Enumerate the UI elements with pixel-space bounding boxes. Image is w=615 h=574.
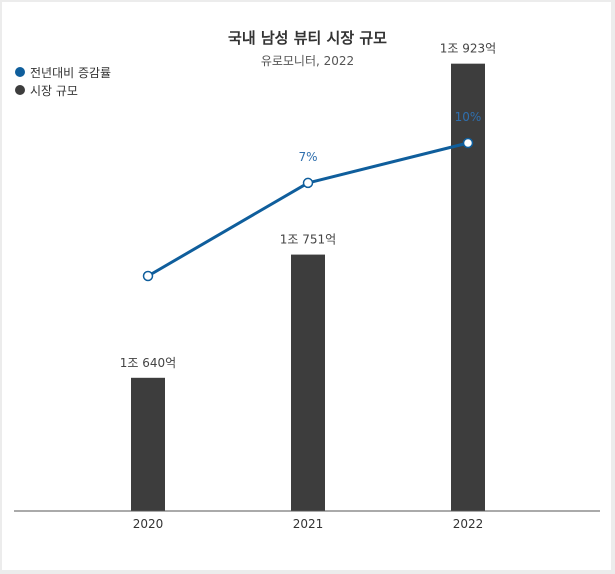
x-tick-label-2022: 2022 [453, 517, 484, 531]
bar-2021 [291, 254, 325, 511]
chart-title: 국내 남성 뷰티 시장 규모 [228, 29, 387, 47]
x-tick-label-2020: 2020 [133, 517, 164, 531]
bar-2020 [131, 377, 165, 511]
growth-label-2022: 10% [455, 110, 482, 124]
chart-subtitle: 유로모니터, 2022 [260, 54, 355, 68]
chart-legend: 전년대비 증감률 시장 규모 [15, 63, 111, 99]
growth-label-2021: 7% [298, 150, 317, 164]
legend-label-growth-rate: 전년대비 증감률 [30, 65, 112, 80]
bar-label-2022: 1조 923억 [440, 42, 496, 56]
bar-label-2021: 1조 751억 [280, 233, 336, 247]
growth-point-2021 [302, 177, 314, 189]
x-tick-label-2021: 2021 [293, 517, 324, 531]
bar-label-2020: 1조 640억 [120, 356, 176, 370]
growth-point-2020 [142, 270, 154, 282]
growth-point-2022 [462, 137, 474, 149]
legend-dot-market-size-icon [15, 85, 25, 95]
legend-item-growth-rate: 전년대비 증감률 [15, 63, 111, 81]
legend-dot-growth-rate-icon [15, 67, 25, 77]
legend-label-market-size: 시장 규모 [30, 83, 78, 98]
bar-2022 [451, 63, 485, 512]
legend-item-market-size: 시장 규모 [15, 81, 111, 99]
